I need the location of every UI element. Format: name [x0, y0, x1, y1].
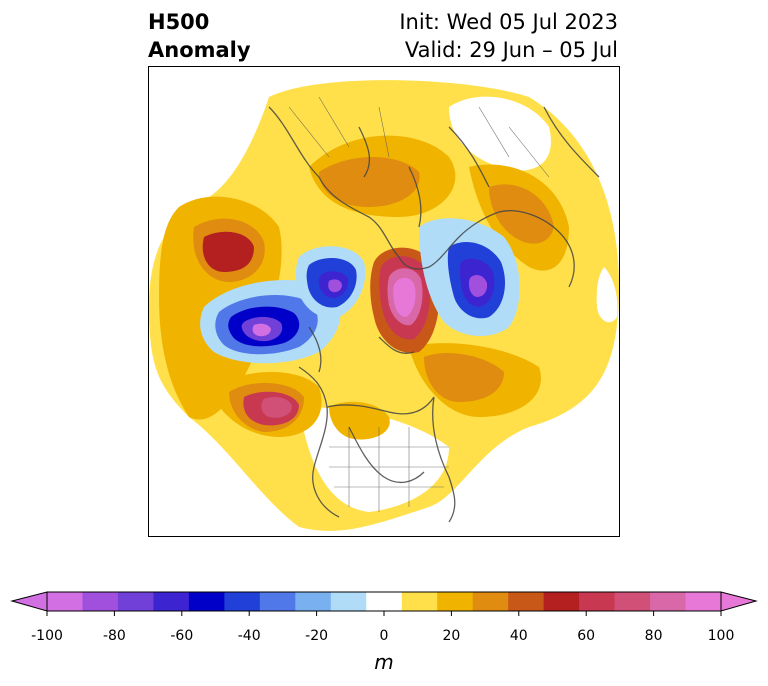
contour-positive-90-arctic — [393, 277, 416, 317]
colorbar-cell — [508, 592, 545, 611]
contour-positive-20-atlantic — [329, 401, 390, 440]
colorbar-cell — [259, 592, 296, 611]
coastlines — [268, 106, 600, 523]
colorbar-cell — [543, 592, 580, 611]
map-title: H500 Anomaly — [148, 8, 251, 64]
contour-negative-90-siberia — [469, 275, 488, 297]
colorbar-cell — [685, 592, 722, 611]
title-line-2: Anomaly — [148, 38, 251, 62]
colorbar-extend-min — [10, 591, 48, 612]
colorbar-cells — [47, 592, 722, 611]
colorbar-ticks — [46, 611, 722, 616]
colorbar-cell — [614, 592, 651, 611]
colorbar-tick-label: 100 — [707, 628, 735, 644]
date-info: Init: Wed 05 Jul 2023 Valid: 29 Jun – 05… — [399, 8, 618, 64]
colorbar-cell — [82, 592, 119, 611]
contour-positive-10-east-edge — [596, 267, 618, 323]
init-date: Init: Wed 05 Jul 2023 — [399, 10, 618, 34]
colorbar-cell — [437, 592, 474, 611]
colorbar-tick-label: 80 — [644, 628, 663, 644]
colorbar-tick-label: -80 — [102, 628, 126, 644]
contour-positive-50-west — [202, 231, 254, 272]
colorbar-tick-label: -40 — [237, 628, 261, 644]
colorbar-tick-label: 0 — [379, 628, 389, 644]
colorbar-cell — [153, 592, 190, 611]
colorbar-tick-label: 60 — [577, 628, 596, 644]
anomaly-map — [148, 66, 620, 537]
contour-negative-90-canada — [328, 279, 342, 293]
contour-white-gap-1 — [299, 407, 449, 512]
anomaly-map-svg — [149, 80, 619, 531]
contour-white-gap-2 — [449, 96, 551, 171]
valid-range: Valid: 29 Jun – 05 Jul — [404, 38, 618, 62]
colorbar-extend-max — [720, 591, 758, 612]
colorbar-cell — [117, 592, 154, 611]
colorbar-cell — [330, 592, 367, 611]
colorbar-tick-label: -60 — [170, 628, 194, 644]
colorbar-tick-label: -100 — [31, 628, 63, 644]
colorbar-cell — [472, 592, 509, 611]
colorbar-cell — [650, 592, 687, 611]
contour-positive-30-east — [489, 184, 554, 244]
contour-positive-30-south — [424, 352, 504, 402]
contour-negative-100-pacific — [252, 323, 271, 337]
colorbar-cell — [47, 592, 83, 611]
contour-positive-70-pacific — [261, 396, 292, 418]
colorbar-unit-label: m — [374, 650, 394, 674]
colorbar-cell — [366, 592, 403, 611]
colorbar-cell — [224, 592, 261, 611]
political-borders — [288, 96, 550, 512]
colorbar-tick-label: 20 — [442, 628, 461, 644]
colorbar-cell — [188, 592, 225, 611]
contour-positive-30-north — [319, 157, 420, 207]
colorbar-tick-label: 40 — [509, 628, 528, 644]
colorbar-tick-label: -20 — [305, 628, 329, 644]
anomaly-contours — [149, 80, 619, 531]
title-line-1: H500 — [148, 10, 210, 34]
colorbar-cell — [579, 592, 616, 611]
colorbar-cell — [401, 592, 438, 611]
colorbar-cell — [295, 592, 332, 611]
colorbar — [10, 591, 758, 616]
